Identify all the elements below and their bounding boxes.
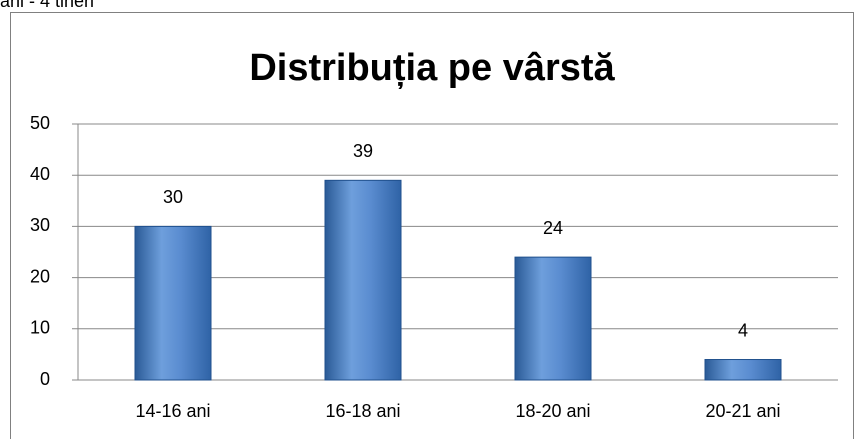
- bar: [704, 359, 782, 381]
- y-tick-label: 10: [30, 318, 50, 338]
- text-above: ani - 4 tineri: [0, 0, 94, 11]
- x-tick-label: 20-21 ani: [705, 401, 780, 421]
- data-label: 24: [543, 218, 563, 238]
- chart-title: Distribuția pe vârstă: [249, 47, 615, 89]
- x-tick-label: 14-16 ani: [135, 401, 210, 421]
- data-label: 39: [353, 141, 373, 161]
- bar: [134, 225, 212, 381]
- bar: [514, 256, 592, 381]
- bar: [324, 179, 402, 381]
- x-tick-label: 16-18 ani: [325, 401, 400, 421]
- y-tick-label: 30: [30, 215, 50, 235]
- y-tick-label: 20: [30, 266, 50, 286]
- y-tick-label: 50: [30, 113, 50, 133]
- data-label: 4: [738, 320, 748, 340]
- y-tick-label: 0: [40, 369, 50, 389]
- data-label: 30: [163, 187, 183, 207]
- x-tick-label: 18-20 ani: [515, 401, 590, 421]
- y-tick-label: 40: [30, 164, 50, 184]
